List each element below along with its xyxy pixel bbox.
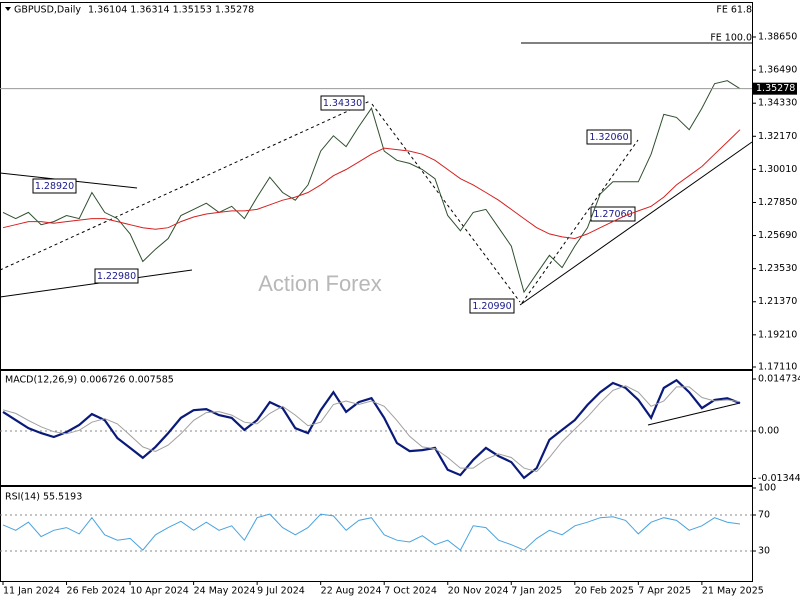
y-tick-label: 1.36490	[758, 65, 797, 76]
panel-title: RSI(14) 55.5193	[5, 492, 82, 503]
series-line	[2, 80, 741, 294]
annotation-text: 1.28920	[35, 181, 74, 192]
main-panel	[0, 2, 753, 370]
y-tick-label: 30	[758, 546, 770, 557]
chart-title: GBPUSD,Daily	[14, 5, 81, 16]
annotation: 1.34330	[320, 95, 365, 111]
last-price-label: 1.35278	[756, 83, 795, 94]
series-line	[2, 129, 741, 240]
annotation-text: 1.32060	[589, 132, 628, 143]
y-tick-label: 1.19210	[758, 329, 797, 340]
y-tick-label: 1.21370	[758, 296, 797, 307]
trend-line	[0, 100, 371, 271]
chart-subtitle: 1.36104 1.36314 1.35153 1.35278	[88, 5, 254, 16]
x-tick-label: 7 Oct 2024	[384, 586, 437, 597]
x-tick-label: 24 May 2024	[194, 586, 256, 597]
rsi-panel	[0, 486, 753, 582]
panel-title: MACD(12,26,9) 0.006726 0.007585	[5, 375, 174, 386]
x-tick-label: 20 Feb 2025	[575, 586, 634, 597]
y-tick-label: 1.17110	[758, 362, 797, 373]
y-tick-label: 1.23530	[758, 263, 797, 274]
last-price-box	[753, 82, 797, 95]
trend-line	[519, 141, 753, 306]
x-tick-label: 21 May 2025	[702, 586, 764, 597]
series-line	[2, 513, 741, 551]
y-tick-label: 0.014734	[758, 373, 800, 384]
annotation: 1.22980	[94, 268, 139, 284]
series-line	[2, 378, 741, 480]
annotation-text: 1.27060	[593, 209, 632, 220]
y-tick-label: 1.27850	[758, 197, 797, 208]
trend-line	[371, 103, 521, 303]
fe-label: FE 61.8	[716, 5, 752, 16]
x-tick-label: 22 Aug 2024	[321, 586, 382, 597]
x-tick-label: 11 Jan 2024	[3, 586, 60, 597]
y-tick-label: 1.38650	[758, 32, 797, 43]
y-tick-label: 70	[758, 510, 770, 521]
fe-label: FE 100.0	[710, 33, 752, 44]
y-tick-label: 1.34330	[758, 98, 797, 109]
y-tick-label: 1.30010	[758, 164, 797, 175]
series-line	[2, 385, 741, 473]
x-tick-label: 20 Nov 2024	[448, 586, 509, 597]
annotation: 1.28920	[32, 178, 77, 194]
y-tick-label: -0.013442	[758, 473, 800, 484]
y-tick-label: 100	[758, 483, 776, 494]
macd-panel	[0, 370, 753, 486]
x-tick-label: 7 Apr 2025	[638, 586, 691, 597]
x-tick-label: 10 Apr 2024	[130, 586, 189, 597]
macd-trend-line	[647, 402, 741, 426]
y-tick-label: 0.00	[758, 426, 779, 437]
menu-icon	[5, 7, 11, 11]
annotation-text: 1.22980	[97, 271, 136, 282]
y-tick-label: 1.32170	[758, 131, 797, 142]
annotation-text: 1.34330	[323, 98, 362, 109]
annotation-text: 1.20990	[472, 301, 511, 312]
y-tick-label: 1.25690	[758, 230, 797, 241]
watermark: Action Forex	[258, 271, 382, 296]
x-tick-label: 7 Jan 2025	[511, 586, 562, 597]
x-tick-label: 9 Jul 2024	[257, 586, 305, 597]
annotation: 1.20990	[469, 298, 515, 314]
x-tick-label: 26 Feb 2024	[67, 586, 126, 597]
annotation: 1.32060	[586, 129, 632, 145]
